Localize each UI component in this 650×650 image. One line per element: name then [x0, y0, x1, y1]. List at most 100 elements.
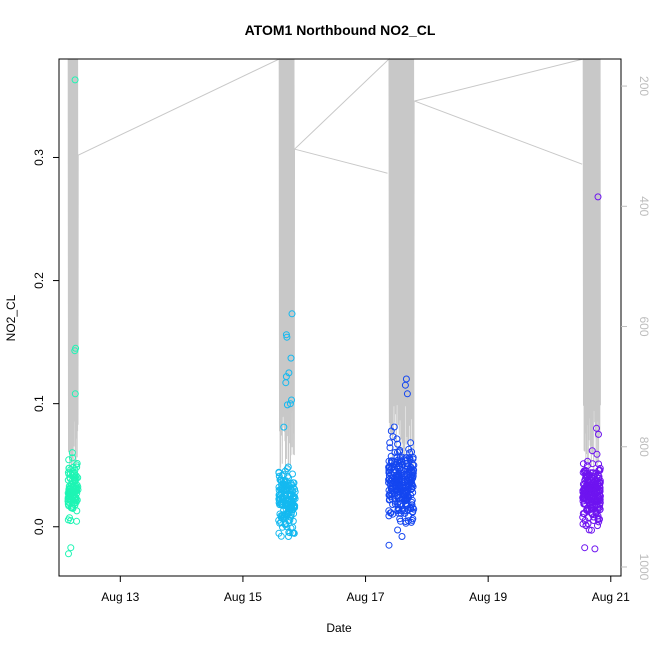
data-point: [73, 496, 81, 504]
data-point: [278, 512, 286, 520]
data-point: [400, 486, 408, 494]
data-point: [282, 520, 289, 527]
data-point: [71, 390, 79, 398]
data-point: [393, 471, 401, 479]
y-tick-label: 0.1: [32, 395, 46, 412]
data-point: [594, 494, 602, 501]
data-point: [389, 501, 397, 508]
data-point: [582, 522, 590, 530]
data-point: [275, 472, 283, 480]
data-point: [581, 544, 589, 552]
x-tick-label: Aug 17: [347, 590, 385, 604]
data-point: [397, 500, 405, 508]
data-point: [69, 496, 77, 504]
data-point: [394, 500, 401, 508]
y2-tick-label: 1000: [637, 554, 650, 581]
data-point: [388, 487, 396, 495]
data-point: [282, 485, 290, 493]
data-point: [388, 474, 396, 482]
data-point: [409, 469, 417, 477]
data-point: [74, 483, 82, 491]
data-point: [278, 490, 286, 498]
y2-tick-label: 200: [637, 76, 650, 96]
data-point: [583, 481, 591, 488]
data-point: [593, 424, 600, 432]
data-point: [69, 454, 76, 462]
data-point: [68, 477, 76, 485]
data-point: [405, 468, 413, 476]
data-point: [283, 401, 291, 409]
data-point: [593, 450, 601, 458]
x-tick-label: Aug 21: [592, 590, 630, 604]
data-point: [591, 545, 599, 553]
data-point: [387, 459, 395, 467]
data-point: [283, 333, 291, 341]
x-tick-label: Aug 15: [224, 590, 262, 604]
data-point: [396, 446, 404, 454]
data-point: [594, 193, 602, 201]
y2-tick-label: 600: [637, 317, 650, 337]
data-point: [407, 518, 415, 526]
x-axis-label: Date: [326, 621, 352, 635]
data-point: [281, 467, 289, 475]
data-point: [393, 474, 401, 481]
x-tick-label: Aug 13: [101, 590, 139, 604]
data-point: [394, 448, 401, 456]
data-point: [285, 533, 292, 540]
y2-tick-label: 400: [637, 196, 650, 216]
data-point: [70, 489, 78, 497]
data-point: [386, 444, 394, 452]
data-point: [68, 449, 76, 457]
data-point: [290, 501, 298, 509]
data-point: [399, 491, 407, 498]
data-point: [405, 454, 413, 462]
secondary-y-axis: 200 400 600 800 1000: [621, 76, 650, 581]
data-point: [403, 501, 411, 509]
data-point: [589, 484, 597, 492]
data-point: [394, 526, 402, 534]
data-point: [275, 469, 283, 477]
data-point: [581, 517, 589, 524]
data-point: [72, 472, 80, 480]
data-point: [388, 484, 395, 492]
secondary-series: [67, 57, 601, 477]
x-tick-label: Aug 19: [469, 590, 507, 604]
data-point: [73, 460, 81, 467]
data-point: [596, 484, 604, 492]
data-point: [288, 310, 296, 318]
chart-title: ATOM1 Northbound NO2_CL: [245, 22, 436, 38]
data-point: [287, 354, 295, 362]
x-axis: Aug 13 Aug 15 Aug 17 Aug 19 Aug 21: [101, 576, 630, 604]
data-point: [278, 495, 286, 502]
data-point: [275, 529, 283, 537]
data-point: [385, 476, 393, 484]
data-point: [290, 529, 298, 537]
data-point: [407, 439, 415, 447]
data-point: [65, 456, 73, 464]
points-layer: [64, 76, 604, 558]
data-point: [595, 518, 603, 526]
secondary-connector: [414, 100, 583, 165]
data-point: [385, 479, 393, 487]
plot-frame: [58, 58, 622, 577]
data-point: [389, 510, 397, 518]
y-axis: 0.0 0.1 0.2 0.3: [32, 149, 59, 535]
data-point: [285, 474, 292, 482]
data-point: [66, 514, 73, 522]
data-point: [282, 331, 290, 339]
data-point: [284, 509, 291, 517]
data-point: [276, 501, 284, 509]
data-point: [408, 496, 416, 504]
data-point: [385, 541, 393, 549]
data-point: [387, 509, 395, 517]
y-axis-label: NO2_CL: [4, 294, 18, 341]
data-point: [285, 496, 293, 504]
data-point: [285, 509, 293, 517]
data-point: [407, 503, 415, 511]
y-tick-label: 0.0: [32, 518, 46, 535]
data-point: [69, 504, 77, 512]
data-point: [585, 489, 593, 497]
data-point: [385, 467, 393, 475]
data-point: [392, 482, 399, 490]
data-point: [594, 522, 601, 530]
